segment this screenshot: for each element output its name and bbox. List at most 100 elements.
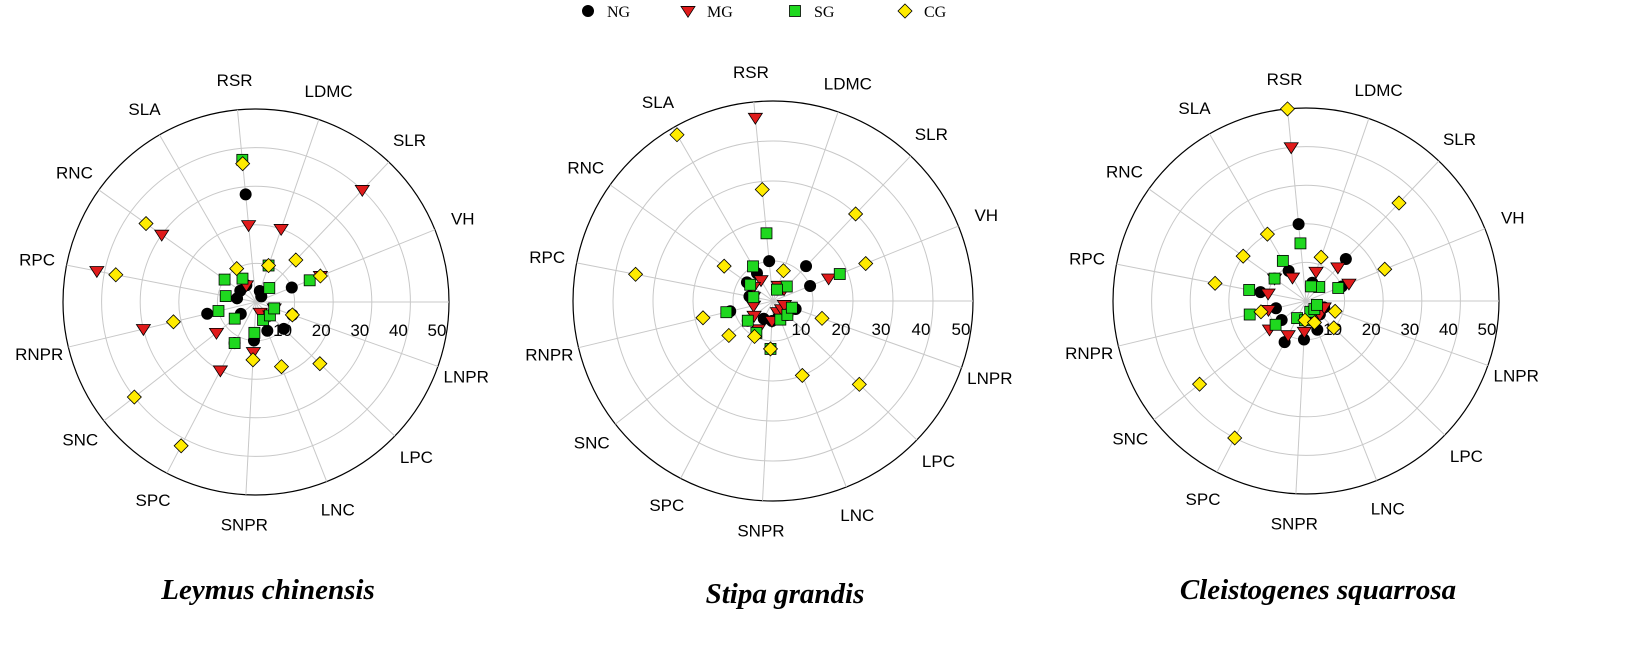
radial-tick-label: 40 <box>389 321 408 340</box>
data-point-ng-vh <box>285 281 298 294</box>
data-point-sg-snc <box>741 314 754 327</box>
data-point-cg-lnc <box>273 359 290 375</box>
data-point-cg-spc <box>1227 430 1243 446</box>
series-ng <box>724 255 817 327</box>
data-point-sg-ldmc <box>1305 280 1317 293</box>
spoke-rpc <box>576 262 774 302</box>
data-point-sg-rnpr <box>1243 308 1256 321</box>
data-point-mg-sla <box>753 275 769 288</box>
legend-label: SG <box>814 4 835 21</box>
data-point-mg-ldmc <box>273 224 289 237</box>
data-point-mg-rsr <box>747 112 764 125</box>
axis-label-rsr: RSR <box>217 71 253 90</box>
axis-label-lnc: LNC <box>840 506 874 525</box>
legend-item-mg: MG <box>680 4 733 21</box>
axis-label-ldmc: LDMC <box>824 75 872 94</box>
axis-label-snc: SNC <box>1112 429 1148 448</box>
data-point-cg-rsr <box>754 181 770 198</box>
data-point-sg-vh <box>1332 282 1345 294</box>
data-point-sg-vh <box>833 268 846 280</box>
axis-label-lnpr: LNPR <box>444 367 489 386</box>
spoke-lnpr <box>772 300 962 369</box>
data-point-mg-slr <box>1330 262 1346 275</box>
axis-label-rnc: RNC <box>56 164 93 183</box>
data-point-mg-rnpr <box>135 324 152 337</box>
spoke-lpc <box>772 300 918 441</box>
axis-label-snc: SNC <box>574 434 610 453</box>
data-point-cg-rnc <box>138 215 154 232</box>
data-point-sg-lnpr <box>268 302 281 315</box>
data-point-ng-rsr <box>239 188 252 201</box>
spoke-vh <box>255 229 436 303</box>
polar-chart-cleistogenes-squarrosa: VH SLR LDMC RSR SLA RNC RPC RNPR SNC SPC SNPR LNC LP… <box>1065 70 1539 606</box>
data-point-cg-lnpr <box>1327 303 1343 319</box>
data-point-cg-lpc <box>1326 320 1342 336</box>
axis-label-rnc: RNC <box>1106 163 1143 182</box>
radial-tick-label: 20 <box>312 321 331 340</box>
data-point-sg-rnc <box>218 273 231 286</box>
axis-label-slr: SLR <box>393 131 426 150</box>
spoke-slr <box>772 155 912 302</box>
spoke-rsr <box>237 109 257 303</box>
data-point-cg-ldmc <box>775 263 791 279</box>
axis-label-lnc: LNC <box>321 500 355 519</box>
data-point-cg-rnpr <box>1253 304 1269 320</box>
data-point-cg-rnc <box>716 258 732 274</box>
data-point-cg-snc <box>1191 376 1208 392</box>
data-point-ng-vh <box>804 280 817 293</box>
axis-label-vh: VH <box>974 206 998 225</box>
data-point-cg-slr <box>288 252 304 268</box>
data-point-cg-lnpr <box>814 310 830 326</box>
axis-label-slr: SLR <box>1443 130 1476 149</box>
data-point-cg-sla <box>229 261 245 277</box>
series-sg <box>720 227 846 355</box>
data-point-sg-rsr <box>760 227 773 240</box>
polar-chart-leymus-chinensis: VH SLR LDMC RSR SLA RNC RPC RNPR SNC SPC SNPR LNC LP… <box>15 71 489 606</box>
legend-label: NG <box>607 4 631 21</box>
data-point-cg-spc <box>173 438 189 454</box>
data-point-cg-vh <box>858 255 874 272</box>
legend-item-ng: NG <box>582 4 631 21</box>
axis-label-snpr: SNPR <box>221 516 268 535</box>
spoke-rnpr <box>578 300 774 349</box>
data-point-sg-sla <box>1276 254 1289 267</box>
spoke-lnc <box>772 300 847 488</box>
data-point-cg-rnc <box>1235 248 1251 264</box>
spoke-rsr <box>1287 108 1307 302</box>
axis-label-ldmc: LDMC <box>305 82 353 101</box>
axis-label-ldmc: LDMC <box>1355 81 1403 100</box>
radial-tick-label: 20 <box>1362 320 1381 339</box>
data-point-sg-rpc <box>747 291 760 304</box>
data-point-cg-spc <box>746 328 763 345</box>
axis-label-rpc: RPC <box>529 248 565 267</box>
data-point-cg-ldmc <box>261 257 277 274</box>
data-point-ng-lnc <box>261 324 274 337</box>
axis-label-rnpr: RNPR <box>525 346 573 365</box>
axis-label-spc: SPC <box>649 496 684 515</box>
axis-label-spc: SPC <box>136 491 171 510</box>
data-point-cg-rsr <box>235 156 251 172</box>
data-point-mg-vh <box>1341 278 1357 291</box>
data-point-mg-rpc <box>1260 288 1276 301</box>
series-cg <box>108 156 328 454</box>
data-point-cg-vh <box>312 268 328 284</box>
data-point-ng-slr <box>1339 253 1352 266</box>
axis-label-lnpr: LNPR <box>967 369 1012 388</box>
legend-marker-mg <box>680 6 696 19</box>
data-point-sg-rnpr <box>720 306 733 319</box>
data-point-mg-ldmc <box>1308 266 1324 279</box>
data-point-mg-sla <box>1284 272 1301 285</box>
axis-label-rpc: RPC <box>19 250 55 269</box>
spoke-spc <box>1216 300 1307 473</box>
data-point-ng-rpc <box>231 292 244 305</box>
data-point-mg-rsr <box>240 220 257 233</box>
spoke-lnpr <box>255 301 439 367</box>
spoke-rnpr <box>68 301 257 348</box>
spoke-rnc <box>98 189 257 303</box>
data-point-cg-lnc <box>1306 314 1323 331</box>
data-point-ng-rsr <box>763 255 776 268</box>
data-point-sg-lnpr <box>785 301 798 314</box>
data-point-mg-spc <box>212 365 229 378</box>
data-point-cg-lnc <box>794 367 810 383</box>
radial-tick-label: 20 <box>832 320 851 339</box>
